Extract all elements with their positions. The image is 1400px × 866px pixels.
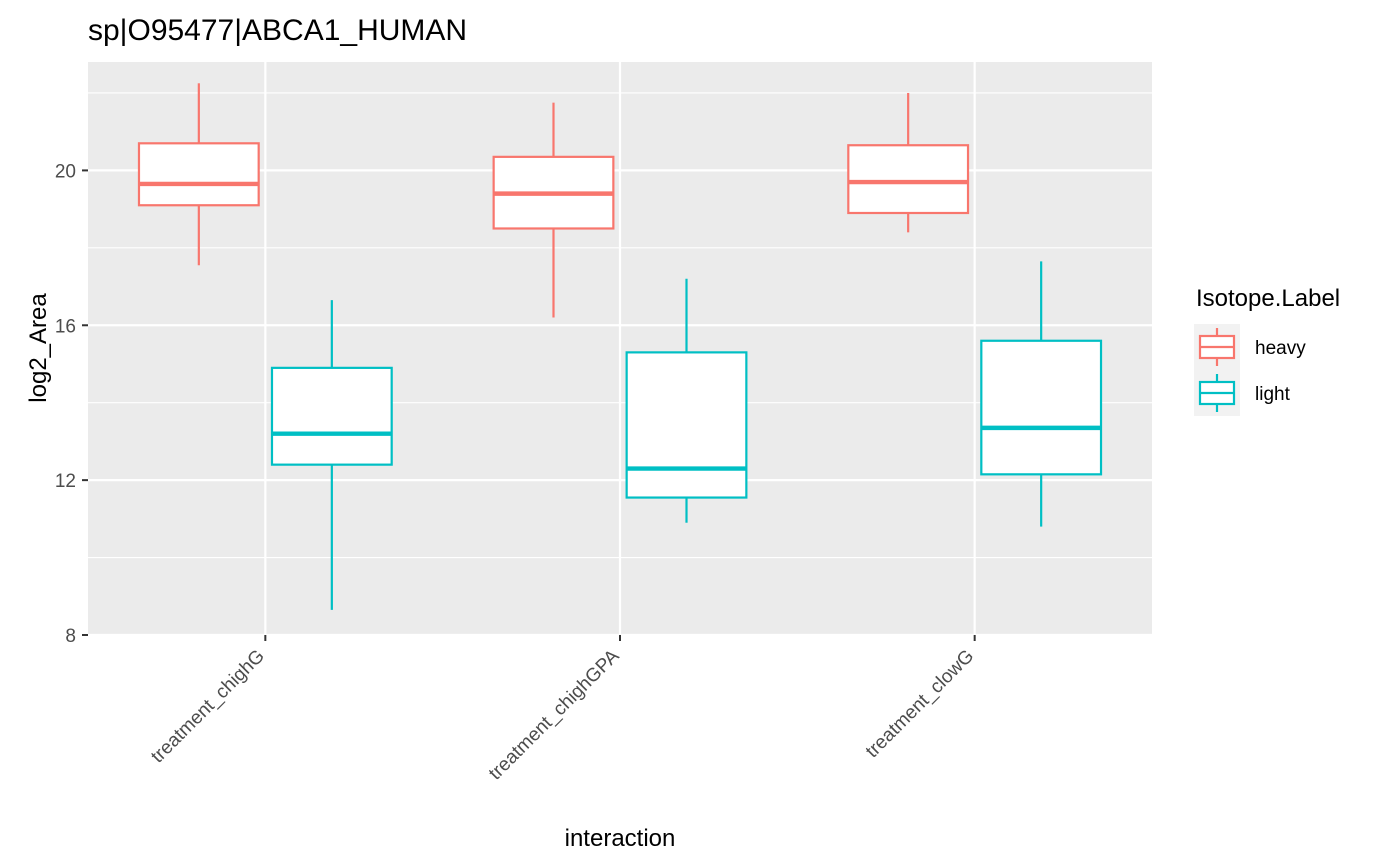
y-tick-label: 8 (65, 626, 76, 647)
box (137, 142, 260, 207)
x-tick-label: treatment_clowG (862, 646, 978, 762)
y-tick-label: 12 (55, 471, 76, 492)
boxplot-light-0 (270, 300, 393, 610)
legend-label-light: light (1255, 384, 1291, 405)
legend: Isotope.Label heavy light (1194, 285, 1340, 416)
boxplot-light-1 (625, 278, 748, 523)
y-axis-title: log2_Area (25, 293, 52, 403)
box (270, 366, 393, 466)
x-tick-label: treatment_chighG (147, 646, 269, 768)
boxplot-heavy-0 (137, 83, 260, 266)
box (980, 339, 1103, 476)
x-axis-title: interaction (565, 825, 676, 852)
boxplot-light-2 (980, 261, 1103, 527)
boxplot-heavy-1 (492, 102, 615, 318)
legend-title: Isotope.Label (1196, 285, 1340, 312)
boxplot-heavy-2 (847, 92, 970, 233)
legend-key-light (1194, 370, 1240, 416)
x-tick-label: treatment_chighGPA (485, 645, 624, 784)
legend-label-heavy: heavy (1255, 338, 1306, 359)
legend-key-heavy (1194, 324, 1240, 370)
y-tick-label: 16 (55, 316, 76, 337)
gridlines (88, 62, 1152, 637)
box (625, 351, 748, 499)
box (847, 144, 970, 215)
y-tick-label: 20 (55, 161, 76, 182)
chart-title: sp|O95477|ABCA1_HUMAN (88, 14, 467, 47)
boxplots (137, 83, 1103, 610)
